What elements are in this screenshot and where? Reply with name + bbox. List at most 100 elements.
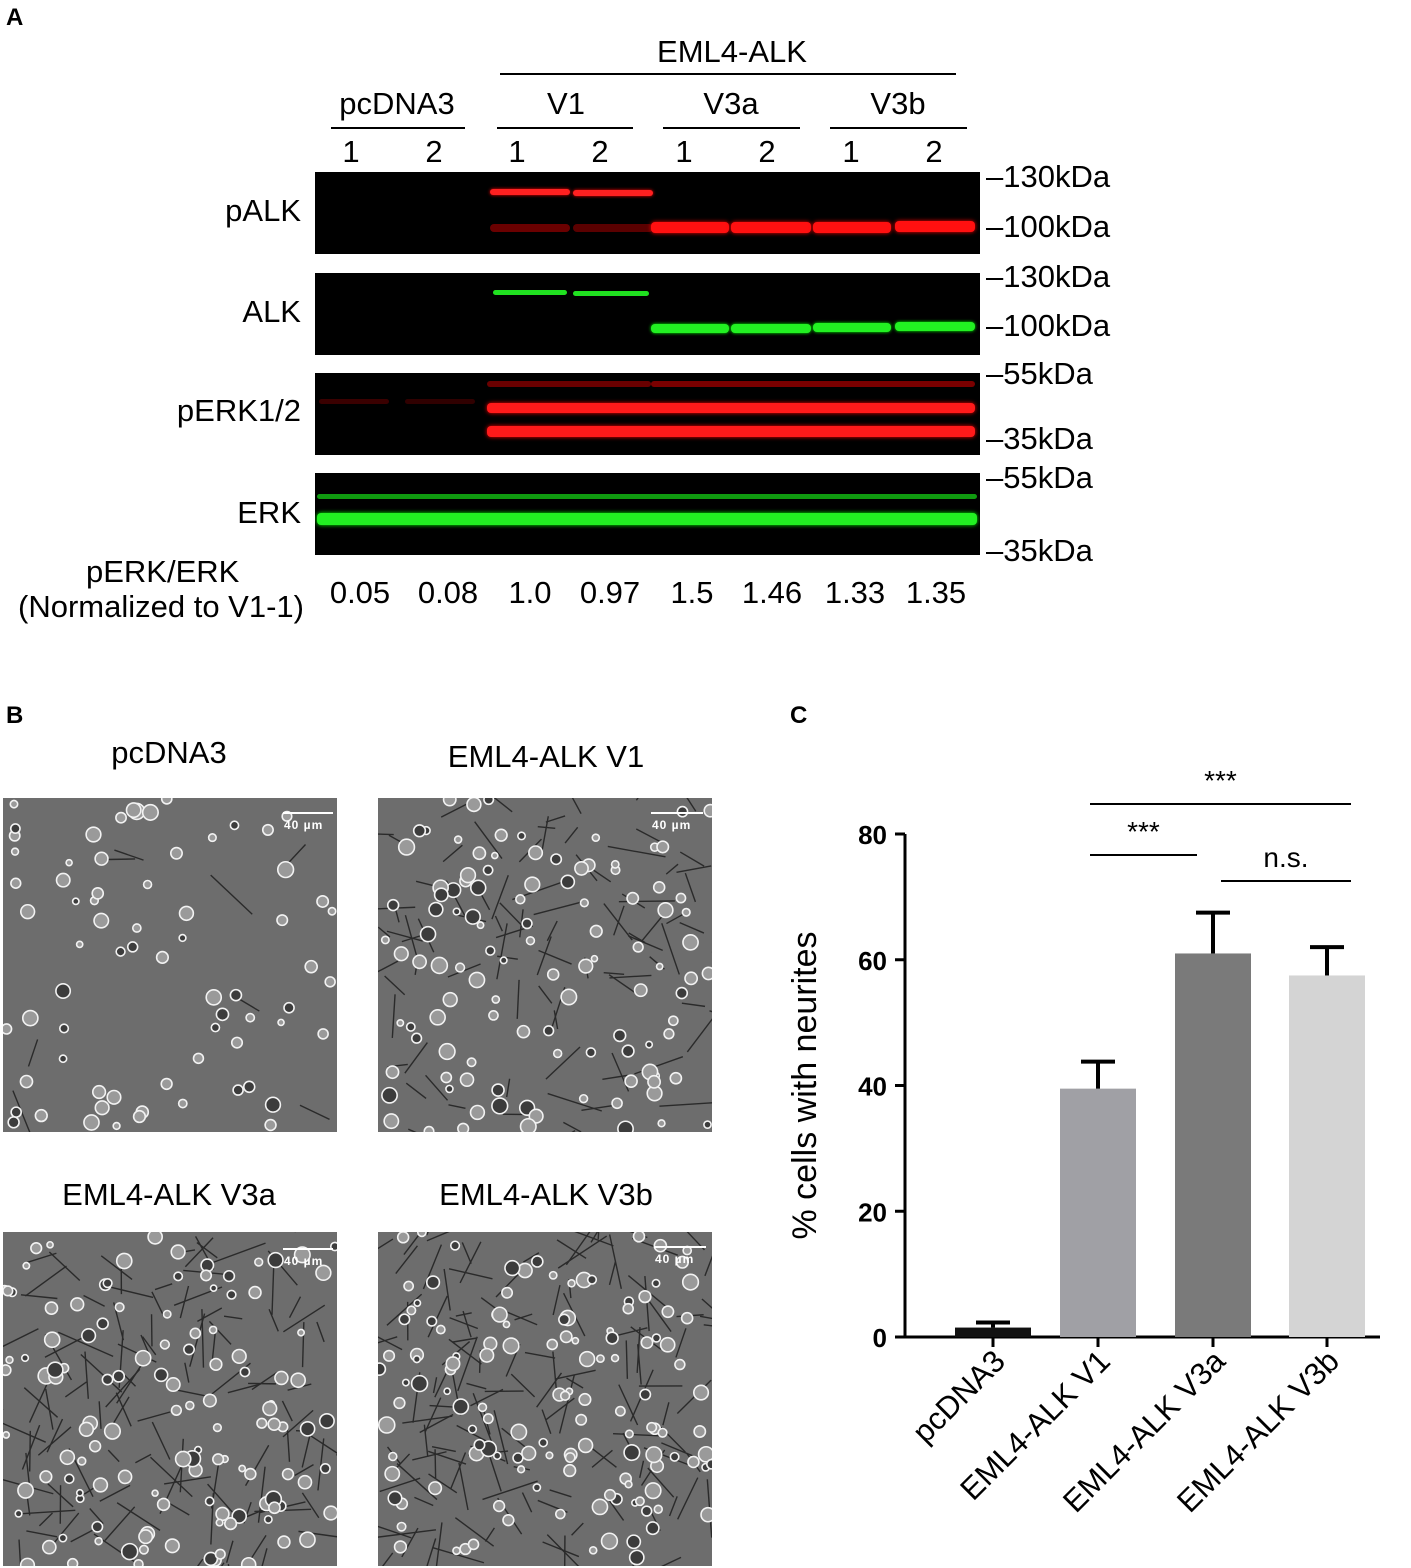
cell-mark: [21, 1009, 39, 1027]
cell-mark: [317, 1028, 329, 1040]
cell-mark: [564, 1452, 576, 1464]
neurite-mark: [52, 1512, 80, 1545]
cell-mark: [207, 833, 217, 843]
cell-mark: [622, 1302, 634, 1315]
cell-mark: [384, 1465, 401, 1482]
neurite-mark: [70, 1527, 97, 1543]
neurite-mark: [648, 1300, 672, 1333]
neurite-mark: [686, 798, 697, 812]
cell-mark: [512, 1452, 524, 1464]
cell-mark: [304, 959, 319, 974]
bar: [1060, 1088, 1136, 1337]
cell-mark: [412, 954, 427, 970]
cell-mark: [264, 1096, 282, 1113]
cell-mark: [212, 1423, 223, 1433]
cell-texture: [378, 1232, 712, 1566]
blot-label-palk: pALK: [225, 193, 301, 228]
cell-mark: [703, 1120, 712, 1130]
neurite-mark: [452, 1337, 477, 1343]
neurite-mark: [426, 1232, 429, 1236]
cell-mark: [94, 851, 109, 866]
cell-mark: [267, 1251, 284, 1269]
y-tick-label: 0: [873, 1323, 887, 1353]
cell-mark: [502, 1320, 511, 1329]
micrograph-title-v3a: EML4-ALK V3a: [62, 1177, 276, 1212]
cell-mark: [125, 802, 142, 819]
neurite-mark: [394, 1453, 411, 1470]
cell-mark: [71, 897, 80, 906]
cell-mark: [645, 1446, 663, 1464]
cell-mark: [645, 1040, 654, 1049]
ratio-value: 1.35: [905, 575, 967, 610]
neurite-mark: [516, 979, 520, 1019]
cell-mark: [467, 1538, 480, 1551]
cell-mark: [170, 1404, 183, 1416]
cell-mark: [515, 894, 526, 905]
cell-mark: [101, 1373, 114, 1386]
neurite-mark: [423, 1424, 429, 1457]
neurite-mark: [184, 1237, 214, 1268]
cell-mark: [96, 1317, 109, 1330]
cell-mark: [75, 1488, 84, 1497]
cell-mark: [552, 1048, 563, 1059]
neurite-mark: [675, 1328, 687, 1358]
cell-mark: [200, 1269, 213, 1282]
neurite-mark: [628, 935, 663, 952]
micrograph-title-v3b: EML4-ALK V3b: [439, 1177, 653, 1212]
cell-mark: [134, 1349, 152, 1367]
neurite-mark: [378, 1525, 412, 1539]
cell-mark: [611, 1097, 623, 1110]
neurite-mark: [26, 1530, 58, 1538]
cell-mark: [39, 1470, 53, 1484]
cell-mark: [248, 1285, 262, 1300]
neurite-mark: [608, 1261, 617, 1286]
cell-mark: [490, 851, 499, 860]
cell-mark: [635, 1496, 645, 1507]
cell-mark: [397, 838, 416, 856]
cell-mark: [398, 1313, 411, 1326]
cell-mark: [117, 1469, 133, 1485]
cell-mark: [492, 1499, 506, 1513]
ratio-value: 1.0: [508, 575, 552, 610]
cell-mark: [281, 1467, 295, 1481]
band: [573, 224, 653, 232]
cell-mark: [78, 1421, 95, 1437]
cell-mark: [393, 1540, 408, 1554]
neurite-mark: [590, 1232, 599, 1243]
cell-mark: [102, 1278, 113, 1289]
neurite-mark: [378, 1336, 403, 1351]
cell-mark: [132, 1109, 147, 1124]
neurite-mark: [151, 1291, 165, 1317]
cell-mark: [657, 901, 674, 919]
neurite-mark: [286, 1428, 291, 1462]
cell-mark: [92, 1477, 109, 1493]
cell-mark: [590, 954, 599, 963]
cell-mark: [59, 1449, 76, 1466]
cell-mark: [133, 1558, 144, 1566]
cell-mark: [588, 1546, 598, 1555]
band: [573, 291, 649, 296]
cell-mark: [276, 914, 289, 927]
cell-mark: [396, 1232, 410, 1244]
neurite-mark: [661, 1442, 698, 1459]
cell-mark: [653, 1504, 663, 1514]
neurite-mark: [38, 1512, 53, 1527]
neurite-mark: [456, 1424, 492, 1445]
neurite-mark: [116, 1502, 161, 1531]
neurite-mark: [27, 1039, 39, 1067]
lane-number: 1: [675, 134, 693, 169]
cell-mark: [215, 1007, 230, 1022]
cell-mark: [426, 1315, 438, 1327]
neurite-mark: [546, 920, 558, 942]
cell-mark: [453, 835, 463, 844]
neurite-mark: [257, 1466, 266, 1523]
ratio-value: 0.97: [579, 575, 641, 610]
cell-mark: [438, 1042, 456, 1061]
cell-mark: [623, 1444, 641, 1462]
neurite-mark: [450, 1452, 467, 1489]
y-tick-label: 80: [858, 820, 887, 850]
cell-mark: [682, 934, 699, 951]
neurite-mark: [661, 923, 680, 975]
significance-label: ***: [1127, 816, 1160, 847]
neurite-mark: [412, 1451, 447, 1461]
